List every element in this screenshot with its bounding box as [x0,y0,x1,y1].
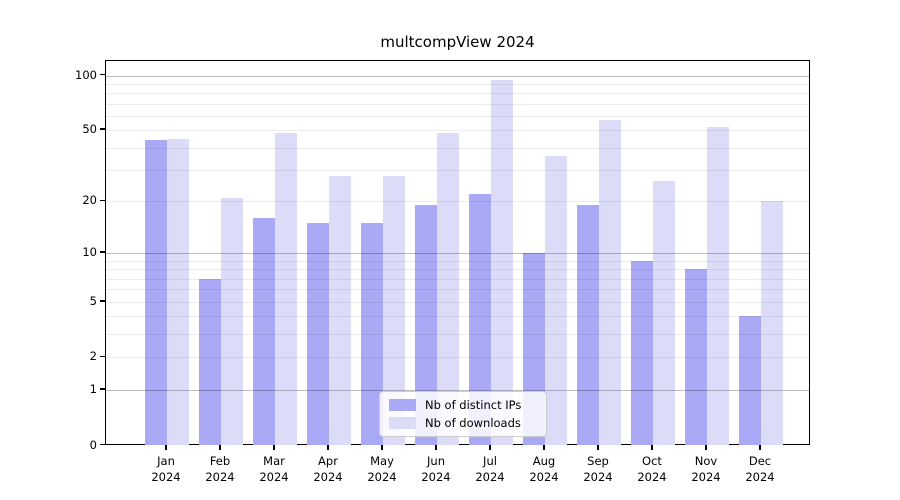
minor-gridline-90 [106,83,809,85]
x-tick-label-dec: Dec 2024 [745,454,775,484]
minor-gridline-5 [106,301,809,303]
bar-distinct-ips-may [361,223,383,446]
minor-gridline-9 [106,260,809,262]
x-tick-label-apr: Apr 2024 [313,454,343,484]
x-tick-dec [759,445,761,450]
x-tick-apr [327,445,329,450]
legend-item-distinct-ips: Nb of distinct IPs [389,398,537,412]
legend-swatch-downloads [389,417,416,429]
y-tick-label-10: 10 [82,245,97,260]
x-tick-jul [489,445,491,450]
x-tick-mar [273,445,275,450]
bar-distinct-ips-apr [307,223,329,446]
x-tick-feb [219,445,221,450]
x-tick-nov [705,445,707,450]
y-tick-0 [100,443,105,446]
major-gridline-1 [106,389,809,391]
x-tick-label-mar: Mar 2024 [259,454,289,484]
y-tick-label-100: 100 [75,67,97,82]
bar-downloads-may [383,175,405,446]
bar-downloads-jan [167,138,189,446]
bar-distinct-ips-jul [469,194,491,446]
minor-gridline-6 [106,289,809,291]
x-tick-label-jan: Jan 2024 [151,454,181,484]
minor-gridline-40 [106,147,809,149]
bar-distinct-ips-sep [577,205,599,446]
major-gridline-10 [106,253,809,255]
plot-area [105,60,810,446]
y-tick-label-50: 50 [82,122,97,137]
minor-gridline-20 [106,201,809,203]
x-tick-jun [435,445,437,450]
bar-distinct-ips-nov [685,269,707,446]
major-gridline-100 [106,75,809,77]
minor-gridline-50 [106,130,809,132]
minor-gridline-7 [106,278,809,280]
bar-distinct-ips-feb [199,278,221,446]
bar-downloads-nov [707,127,729,446]
y-tick-label-0: 0 [89,437,97,452]
y-tick-label-1: 1 [89,381,97,396]
x-tick-aug [543,445,545,450]
legend-label-distinct-ips: Nb of distinct IPs [425,398,522,412]
y-tick-50 [100,128,105,131]
bar-downloads-oct [653,181,675,446]
y-tick-1 [100,388,105,390]
bar-distinct-ips-oct [631,260,653,446]
y-tick-label-2: 2 [89,349,97,364]
bar-downloads-mar [275,133,297,446]
x-tick-label-jul: Jul 2024 [475,454,505,484]
chart-title: multcompView 2024 [380,33,535,51]
x-tick-label-sep: Sep 2024 [583,454,613,484]
minor-gridline-60 [106,115,809,117]
x-tick-oct [651,445,653,450]
bar-distinct-ips-jun [415,205,437,446]
legend: Nb of distinct IPs Nb of downloads [379,391,547,437]
bar-distinct-ips-jan [145,140,167,446]
minor-gridline-80 [106,93,809,95]
minor-gridline-30 [106,170,809,172]
bar-distinct-ips-mar [253,218,275,446]
minor-gridline-8 [106,269,809,271]
minor-gridline-2 [106,357,809,359]
y-tick-label-5: 5 [89,293,97,308]
y-tick-10 [100,251,105,254]
y-tick-100 [100,73,105,76]
x-tick-label-aug: Aug 2024 [529,454,559,484]
x-tick-may [381,445,383,450]
x-tick-label-oct: Oct 2024 [637,454,667,484]
bar-downloads-jun [437,133,459,446]
bar-downloads-sep [599,119,621,446]
minor-gridline-4 [106,316,809,318]
minor-gridline-70 [106,103,809,105]
bar-downloads-aug [545,156,567,446]
minor-gridline-3 [106,334,809,336]
x-tick-sep [597,445,599,450]
x-tick-label-jun: Jun 2024 [421,454,451,484]
bar-downloads-feb [221,197,243,446]
grid-layer [106,61,809,444]
y-tick-5 [100,300,105,302]
x-tick-label-nov: Nov 2024 [691,454,721,484]
bar-distinct-ips-dec [739,316,761,446]
x-tick-label-feb: Feb 2024 [205,454,235,484]
y-tick-label-20: 20 [82,193,97,208]
legend-item-downloads: Nb of downloads [389,416,537,430]
y-tick-20 [100,199,105,202]
bar-downloads-apr [329,175,351,446]
legend-label-downloads: Nb of downloads [425,416,521,430]
y-tick-2 [100,355,105,358]
x-tick-jan [165,445,167,450]
x-tick-label-may: May 2024 [367,454,397,484]
bar-downloads-jul [491,79,513,446]
bar-downloads-dec [761,201,783,446]
legend-swatch-distinct-ips [389,399,416,411]
